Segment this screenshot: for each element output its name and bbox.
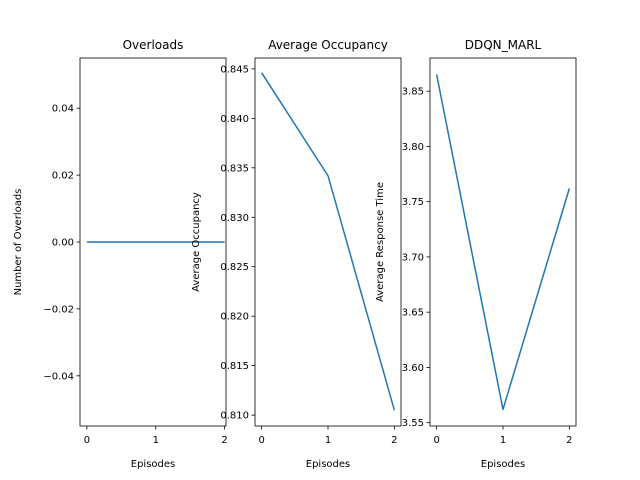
y-tick-label: 3.60 <box>402 363 424 374</box>
panel-overloads: −0.04 −0.02 0.00 0.02 0.04 0 1 2 Overloads Episod… <box>13 38 228 470</box>
y-tick-label: 3.70 <box>402 252 424 263</box>
y-axis-label: Average Response Time <box>375 182 386 302</box>
y-tick-label: 0.04 <box>52 104 74 115</box>
x-tick-label: 0 <box>258 435 264 446</box>
y-tick-label: 0.840 <box>220 114 249 125</box>
y-tick-label: 3.80 <box>402 142 424 153</box>
y-tick-label: −0.04 <box>43 371 74 382</box>
x-tick-label: 2 <box>566 435 572 446</box>
y-axis-label: Average Occupancy <box>191 192 202 292</box>
y-tick-label: 0.815 <box>220 361 249 372</box>
y-tick-label: 0.825 <box>220 262 249 273</box>
x-axis-label: Episodes <box>481 459 525 470</box>
x-tick-label: 1 <box>325 435 331 446</box>
x-axis-label: Episodes <box>131 459 175 470</box>
x-tick-label: 1 <box>500 435 506 446</box>
series-line <box>261 72 396 411</box>
panel-occupancy: 0.810 0.815 0.820 0.825 0.830 0.835 0.840 0.845… <box>191 38 402 470</box>
x-tick-label: 1 <box>153 435 159 446</box>
y-tick-label: 0.00 <box>52 238 74 249</box>
y-tick-label: 0.820 <box>220 312 249 323</box>
chart-title: Average Occupancy <box>268 38 388 52</box>
y-tick-label: 0.02 <box>52 171 74 182</box>
y-tick-label: 0.835 <box>220 163 249 174</box>
y-tick-label: 0.810 <box>220 411 249 422</box>
y-tick-label: 3.65 <box>402 308 424 319</box>
axes-frame <box>429 57 577 427</box>
x-tick-label: 2 <box>391 435 397 446</box>
y-tick-label: 3.85 <box>402 87 424 98</box>
y-tick-label: 3.75 <box>402 197 424 208</box>
x-tick-label: 2 <box>221 435 227 446</box>
panel-response: 3.55 3.60 3.65 3.70 3.75 3.80 3.85 0 1 2 DDQN_MARL… <box>375 38 577 470</box>
y-tick-label: 3.55 <box>402 418 424 429</box>
y-axis-label: Number of Overloads <box>13 189 24 296</box>
chart-title: Overloads <box>123 38 184 52</box>
y-tick-label: −0.02 <box>43 304 74 315</box>
y-tick-label: 0.830 <box>220 213 249 224</box>
chart-title: DDQN_MARL <box>465 38 542 52</box>
x-tick-label: 0 <box>433 435 439 446</box>
x-axis-label: Episodes <box>306 459 350 470</box>
series-line <box>435 74 571 411</box>
x-tick-label: 0 <box>84 435 90 446</box>
y-tick-label: 0.845 <box>220 64 249 75</box>
